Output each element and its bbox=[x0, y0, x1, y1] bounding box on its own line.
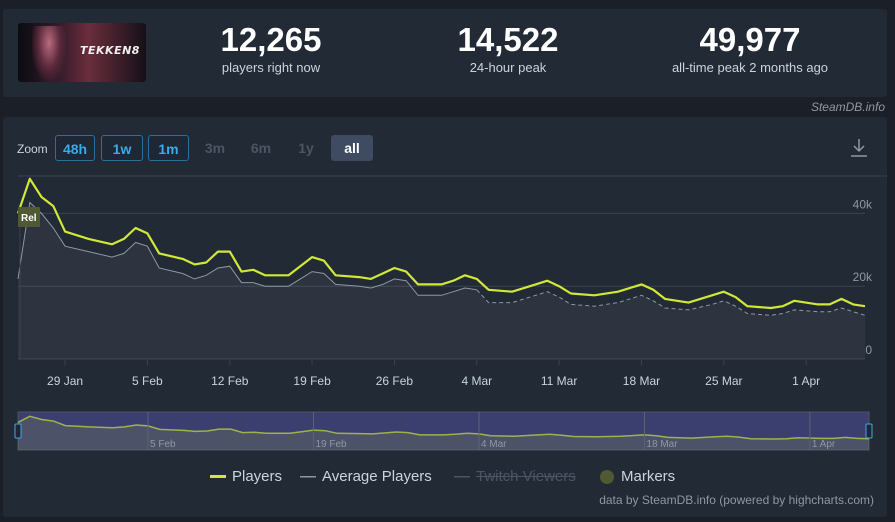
highcharts-credit[interactable]: data by SteamDB.info (powered by highcha… bbox=[599, 493, 874, 507]
marker-label: Rel bbox=[21, 213, 37, 224]
y-tick-label: 0 bbox=[865, 343, 872, 357]
x-tick-label: 18 Mar bbox=[623, 374, 660, 388]
y-tick-label: 20k bbox=[853, 270, 873, 284]
zoom-1y-button[interactable]: 1y bbox=[298, 140, 314, 156]
game-character-art bbox=[32, 26, 66, 82]
stat-24h-peak: 14,522 24-hour peak bbox=[423, 21, 593, 77]
average-players-line[interactable] bbox=[17, 201, 477, 296]
game-logo: TEKKEN8 bbox=[80, 44, 140, 57]
download-icon[interactable] bbox=[849, 137, 869, 159]
legend-item-average-players[interactable]: Average Players bbox=[300, 467, 432, 487]
chart-panel: 0 20k 40k 29 Jan 5 Feb 12 Feb 19 Feb 26 Feb 4 Ma… bbox=[3, 117, 887, 517]
average-players-line-recent[interactable] bbox=[476, 289, 866, 316]
zoom-1w-button[interactable]: 1w bbox=[101, 135, 143, 161]
y-tick-label: 40k bbox=[853, 197, 873, 211]
zoom-label: Zoom bbox=[17, 142, 48, 156]
legend-item-players[interactable]: Players bbox=[210, 467, 282, 487]
steamdb-credit-top[interactable]: SteamDB.info bbox=[810, 100, 885, 114]
stat-players-now: 12,265 players right now bbox=[186, 21, 356, 77]
x-tick-label: 11 Mar bbox=[541, 374, 577, 388]
navigator-tick-label: 18 Mar bbox=[646, 439, 678, 450]
players-now-label: players right now bbox=[221, 60, 321, 75]
all-time-peak-label: all-time peak 2 months ago bbox=[671, 60, 829, 75]
game-header-image[interactable]: TEKKEN8 bbox=[18, 23, 146, 82]
navigator-area bbox=[18, 416, 869, 450]
x-tick-label: 19 Feb bbox=[293, 374, 331, 388]
average-area bbox=[18, 202, 865, 359]
legend-markers-swatch bbox=[600, 470, 614, 485]
peak-24h-label: 24-hour peak bbox=[469, 60, 547, 75]
navigator-tick-label: 5 Feb bbox=[150, 439, 176, 450]
zoom-all-button[interactable]: all bbox=[331, 135, 373, 161]
x-tick-label: 5 Feb bbox=[132, 374, 163, 388]
navigator-handle-right[interactable] bbox=[865, 423, 873, 439]
navigator-tick-label: 19 Feb bbox=[315, 439, 347, 450]
navigator-tick-label: 4 Mar bbox=[481, 439, 507, 450]
navigator-tick-label: 1 Apr bbox=[812, 439, 836, 450]
all-time-peak-value: 49,977 bbox=[699, 21, 801, 58]
legend-players-swatch bbox=[210, 475, 226, 479]
legend-average-swatch bbox=[300, 476, 316, 478]
zoom-6m-button[interactable]: 6m bbox=[250, 140, 272, 156]
legend-average-label: Average Players bbox=[322, 468, 432, 485]
players-line[interactable] bbox=[16, 177, 866, 310]
chart-legend: Players Average Players Twitch Viewers M… bbox=[3, 467, 887, 489]
legend-item-markers[interactable]: Markers bbox=[599, 467, 675, 487]
legend-twitch-swatch bbox=[454, 476, 470, 478]
x-tick-label: 1 Apr bbox=[792, 374, 820, 388]
zoom-48h-button[interactable]: 48h bbox=[55, 135, 95, 161]
zoom-3m-button[interactable]: 3m bbox=[204, 140, 226, 156]
zoom-1m-button[interactable]: 1m bbox=[148, 135, 189, 161]
peak-24h-value: 14,522 bbox=[457, 21, 559, 58]
marker-flag[interactable] bbox=[18, 207, 40, 227]
navigator-line bbox=[17, 415, 870, 440]
legend-twitch-label: Twitch Viewers bbox=[476, 468, 576, 485]
legend-markers-label: Markers bbox=[621, 468, 676, 485]
stat-all-time-peak: 49,977 all-time peak 2 months ago bbox=[645, 21, 855, 77]
players-now-value: 12,265 bbox=[220, 21, 322, 58]
legend-item-twitch-viewers[interactable]: Twitch Viewers bbox=[454, 467, 576, 487]
players-chart[interactable]: 0 20k 40k 29 Jan 5 Feb 12 Feb 19 Feb 26 Feb 4 Ma… bbox=[3, 117, 887, 517]
x-tick-label: 29 Jan bbox=[47, 374, 83, 388]
x-tick-label: 4 Mar bbox=[461, 374, 492, 388]
stats-header: TEKKEN8 12,265 players right now 14,522 … bbox=[3, 9, 887, 97]
legend-players-label: Players bbox=[232, 468, 283, 485]
x-tick-label: 12 Feb bbox=[211, 374, 249, 388]
x-tick-label: 26 Feb bbox=[376, 374, 414, 388]
navigator-handle-left[interactable] bbox=[14, 423, 22, 439]
x-tick-label: 25 Mar bbox=[705, 374, 742, 388]
